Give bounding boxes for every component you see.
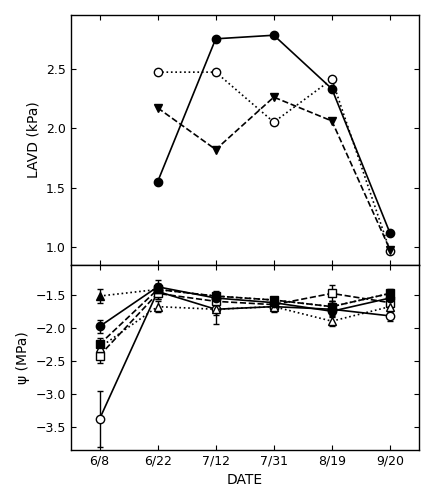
Y-axis label: LAVD (kPa): LAVD (kPa) — [26, 102, 40, 178]
X-axis label: DATE: DATE — [227, 474, 263, 488]
Y-axis label: ψ (MPa): ψ (MPa) — [16, 331, 30, 384]
